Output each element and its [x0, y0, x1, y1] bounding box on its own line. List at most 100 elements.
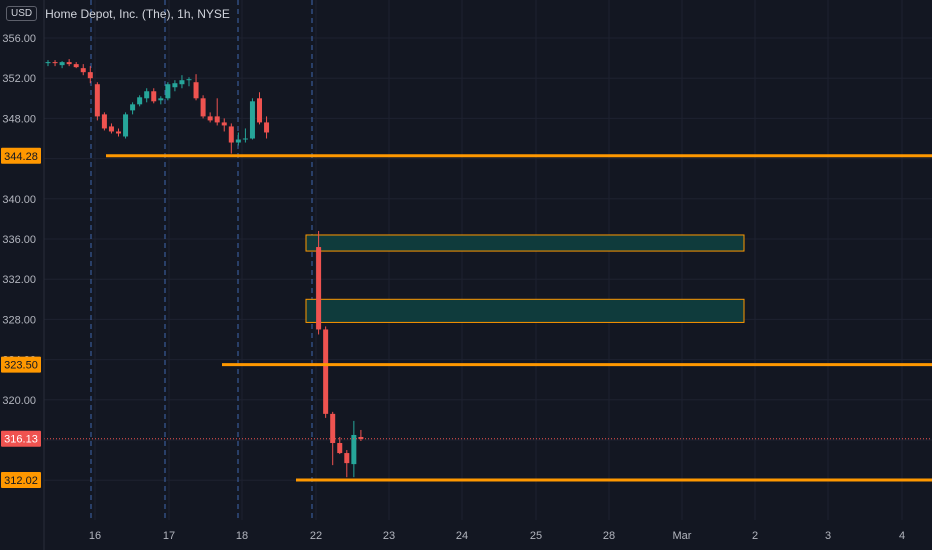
x-tick-label: 25 — [530, 530, 542, 542]
price-tag-label: 316.13 — [4, 434, 38, 446]
candle — [108, 123, 114, 134]
x-tick-label: 18 — [236, 530, 248, 542]
candle-body — [80, 68, 86, 73]
candle — [358, 429, 364, 442]
chart-header: USD Home Depot, Inc. (The), 1h, NYSE — [6, 6, 230, 21]
horizontal-levels[interactable] — [106, 154, 932, 482]
candle — [66, 59, 72, 67]
y-tick-label: 352.00 — [2, 73, 36, 85]
candle — [351, 420, 357, 478]
candle — [73, 62, 79, 69]
candle — [87, 66, 93, 84]
candle — [249, 98, 255, 140]
candle-body — [358, 436, 364, 439]
candle-body — [87, 72, 93, 79]
candle — [158, 96, 164, 105]
price-tag-label: 323.50 — [4, 360, 38, 372]
price-tag: 323.50 — [1, 356, 41, 373]
candle — [257, 92, 262, 125]
candle — [94, 82, 100, 121]
candle — [101, 112, 107, 131]
candle — [186, 77, 192, 87]
candle-body — [330, 413, 336, 444]
candle-body — [59, 62, 65, 66]
candle — [144, 88, 150, 103]
candle — [165, 82, 171, 101]
y-tick-label: 336.00 — [2, 234, 36, 246]
price-tag-background — [1, 471, 41, 488]
candle-body — [158, 98, 164, 101]
candle-body — [186, 79, 192, 81]
x-tick-label: 23 — [383, 530, 395, 542]
price-tag-background — [1, 147, 41, 164]
y-tick-label: 332.00 — [2, 274, 36, 286]
candle-body — [214, 116, 220, 123]
candle-body — [249, 101, 255, 139]
x-tick-label: 22 — [310, 530, 322, 542]
candle-body — [101, 114, 107, 129]
candle-body — [235, 139, 241, 143]
candle — [207, 112, 213, 123]
y-tick-label: 348.00 — [2, 113, 36, 125]
y-tick-label: 356.00 — [2, 33, 36, 45]
candle — [151, 88, 157, 104]
candle-body — [337, 443, 343, 454]
candle — [179, 75, 185, 89]
candle-body — [144, 91, 150, 99]
x-tick-label: 24 — [456, 530, 468, 542]
grid-lines — [44, 0, 932, 520]
candle-body — [344, 453, 350, 464]
symbol-title[interactable]: Home Depot, Inc. (The), 1h, NYSE — [45, 6, 230, 21]
candle-body — [351, 434, 357, 465]
price-tag: 344.28 — [1, 147, 41, 164]
y-tick-label: 340.00 — [2, 194, 36, 206]
candle — [52, 60, 58, 67]
candle — [228, 123, 234, 154]
candle — [130, 102, 136, 115]
x-tick-label: Mar — [673, 530, 692, 542]
candle — [316, 230, 322, 335]
candle — [235, 132, 241, 146]
candle — [172, 80, 178, 92]
candles — [45, 59, 364, 478]
candle — [264, 116, 270, 139]
currency-badge[interactable]: USD — [6, 6, 38, 21]
candle — [80, 64, 86, 76]
x-axis[interactable]: 16 17 18 22 23 24 25 28 Mar 2 3 4 — [89, 530, 905, 542]
candle — [344, 450, 350, 478]
zones[interactable] — [305, 234, 745, 323]
candle-body — [207, 116, 213, 121]
y-tick-label: 320.00 — [2, 395, 36, 407]
candle-body — [45, 62, 51, 64]
candle-body — [242, 138, 248, 140]
candle — [193, 74, 199, 101]
candle-body — [264, 122, 270, 133]
price-tag-label: 344.28 — [4, 151, 38, 163]
candle-body — [94, 84, 100, 117]
candle-body — [200, 98, 206, 117]
price-tag-background — [1, 356, 41, 373]
x-tick-label: 3 — [825, 530, 831, 542]
x-tick-label: 28 — [603, 530, 615, 542]
candle-body — [108, 126, 114, 132]
candle-body — [257, 98, 262, 123]
candle-body — [172, 83, 178, 88]
candle — [323, 326, 329, 418]
candle-body — [151, 91, 157, 102]
candle-body — [130, 104, 136, 111]
zone-rectangle[interactable] — [305, 298, 745, 323]
candle-body — [116, 131, 121, 134]
candle — [59, 61, 65, 69]
x-tick-label: 17 — [163, 530, 175, 542]
candle-body — [66, 62, 72, 65]
candle-body — [137, 97, 143, 105]
zone-rectangle[interactable] — [305, 234, 745, 252]
session-dividers — [90, 0, 313, 520]
candle — [123, 112, 129, 139]
x-tick-label: 4 — [899, 530, 905, 542]
candle — [137, 95, 143, 107]
y-tick-label: 328.00 — [2, 314, 36, 326]
candle — [200, 95, 206, 119]
